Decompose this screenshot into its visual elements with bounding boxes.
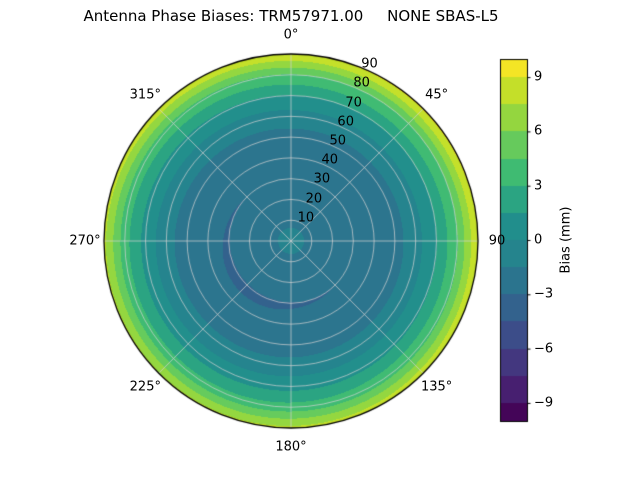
radial-tick-label: 70 (345, 95, 362, 111)
colorbar-axis-label: Bias (mm) (558, 206, 574, 274)
azimuth-tick-label: 90 (488, 233, 506, 249)
colorbar-tick-label: 9 (534, 69, 543, 85)
colorbar-tick-label: 3 (534, 178, 543, 194)
radial-tick-label: 90 (361, 56, 378, 72)
radial-tick-label: 30 (313, 171, 331, 187)
radial-tick-label: 10 (297, 210, 315, 226)
azimuth-tick-label: 45° (425, 87, 449, 103)
azimuth-tick-label: 135° (420, 379, 453, 395)
radial-tick-label: 60 (337, 114, 354, 130)
azimuth-tick-label: 270° (69, 233, 101, 249)
colorbar-tick-label: −6 (534, 341, 554, 357)
radial-tick-label: 50 (329, 133, 347, 149)
colorbar-tick-label: 6 (534, 123, 543, 139)
radial-tick-label: 80 (353, 75, 370, 91)
colorbar-tick-label: −9 (534, 395, 554, 411)
radial-tick-label: 40 (321, 152, 339, 168)
azimuth-tick-label: 225° (129, 379, 161, 395)
colorbar-tick-label: 0 (534, 232, 543, 248)
colorbar-tick-label: −3 (534, 286, 554, 302)
azimuth-tick-label: 0° (283, 27, 299, 43)
chart-title: Antenna Phase Biases: TRM57971.00 NONE S… (83, 7, 499, 25)
azimuth-tick-label: 315° (129, 87, 161, 103)
radial-tick-label: 20 (305, 191, 323, 207)
azimuth-tick-label: 180° (275, 439, 307, 455)
